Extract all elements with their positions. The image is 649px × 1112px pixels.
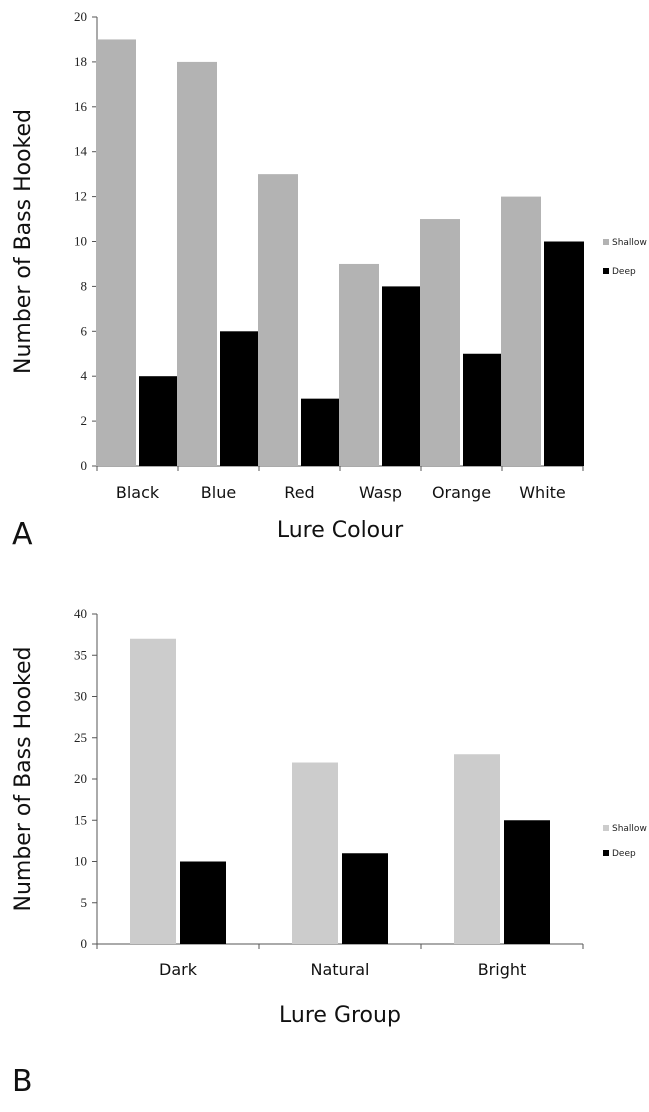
bar-shallow-red: [258, 174, 298, 466]
bar-shallow-orange: [420, 219, 460, 466]
y-tick-label: 25: [74, 730, 87, 745]
x-category-label: Wasp: [359, 483, 402, 502]
legend-label-deep: Deep: [612, 267, 636, 277]
y-tick-label: 20: [74, 9, 87, 24]
y-tick-label: 8: [81, 278, 88, 293]
bar-deep-dark: [180, 861, 226, 944]
bar-shallow-blue: [177, 61, 217, 467]
y-tick-label: 35: [74, 647, 87, 662]
x-category-label: Natural: [310, 960, 369, 979]
bar-deep-bright: [504, 820, 550, 944]
bar-shallow-wasp: [339, 263, 379, 466]
y-tick-label: 20: [74, 771, 87, 786]
y-tick-label: 30: [74, 689, 87, 704]
y-tick-label: 4: [81, 368, 88, 383]
x-category-label: Orange: [432, 483, 491, 502]
legend-label-shallow: Shallow: [612, 824, 647, 834]
y-tick-label: 10: [74, 234, 87, 249]
x-category-label: White: [519, 483, 566, 502]
bar-deep-black: [139, 376, 179, 466]
x-axis-title: Lure Group: [279, 1003, 401, 1028]
bar-shallow-natural: [292, 762, 338, 944]
chart-panel-b: 0 5 10 15 20 25 30 35 40 Dark Natural Bright Lure Gr…: [11, 606, 647, 1099]
bar-shallow-dark: [130, 638, 176, 944]
x-category-label: Black: [116, 483, 160, 502]
y-tick-label: 16: [74, 99, 88, 114]
bar-shallow-bright: [454, 754, 500, 944]
bar-shallow-white: [501, 196, 541, 466]
legend-label-shallow: Shallow: [612, 238, 647, 248]
y-tick-label: 18: [74, 54, 87, 69]
y-tick-label: 14: [74, 144, 88, 159]
y-tick-label: 2: [81, 413, 88, 428]
x-category-label: Blue: [201, 483, 236, 502]
bar-deep-wasp: [382, 286, 422, 466]
x-category-label: Bright: [478, 960, 527, 979]
y-tick-label: 5: [81, 895, 88, 910]
legend-swatch-shallow: [603, 825, 609, 831]
y-tick-label: 6: [81, 323, 88, 338]
legend-label-deep: Deep: [612, 849, 636, 859]
legend-swatch-shallow: [603, 239, 609, 245]
legend-swatch-deep: [603, 268, 609, 274]
y-tick-label: 10: [74, 854, 87, 869]
y-axis-title: Number of Bass Hooked: [11, 647, 36, 912]
panel-letter: A: [12, 517, 33, 552]
bar-deep-natural: [342, 853, 388, 944]
legend-swatch-deep: [603, 850, 609, 856]
y-tick-label: 0: [81, 936, 88, 951]
y-tick-label: 0: [81, 458, 88, 473]
x-category-label: Dark: [159, 960, 198, 979]
x-category-label: Red: [284, 483, 314, 502]
y-tick-label: 12: [74, 189, 87, 204]
bar-shallow-black: [96, 39, 136, 466]
bar-deep-orange: [463, 353, 503, 466]
x-axis-title: Lure Colour: [277, 518, 404, 543]
bar-deep-white: [544, 241, 584, 466]
panel-letter: B: [12, 1064, 33, 1099]
y-tick-label: 40: [74, 606, 87, 621]
y-axis-title: Number of Bass Hooked: [11, 109, 36, 374]
bar-deep-blue: [220, 331, 260, 466]
bar-deep-red: [301, 398, 341, 466]
chart-panel-a: 0 2 4 6 8 10 12 14 16 18 20 Black Blue Red Wasp Orange W…: [11, 9, 647, 552]
y-tick-label: 15: [74, 812, 87, 827]
